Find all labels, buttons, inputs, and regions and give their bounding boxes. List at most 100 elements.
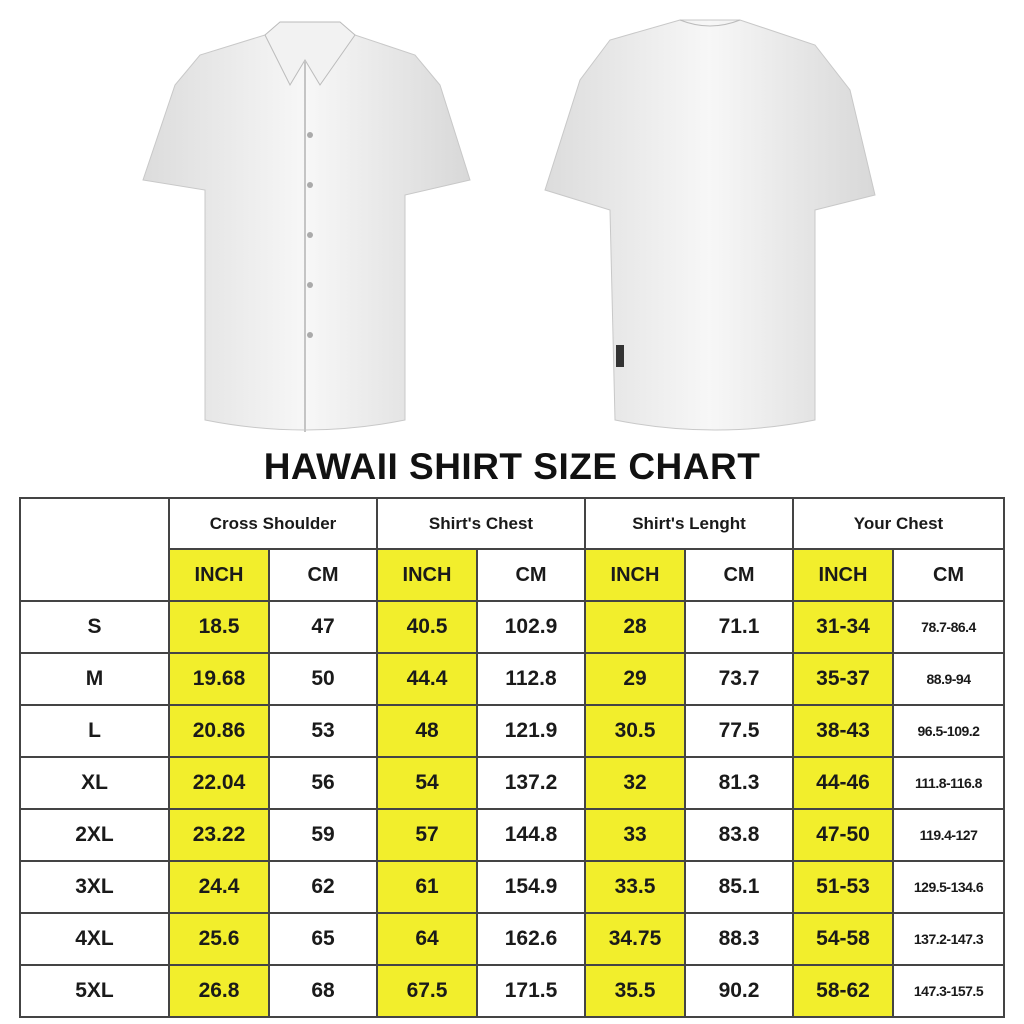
group-cross-shoulder: Cross Shoulder <box>168 497 378 550</box>
inch-value-cell: 24.4 <box>168 860 270 914</box>
cm-value-cell: 88.3 <box>684 912 794 966</box>
inch-value-cell: 44.4 <box>376 652 478 706</box>
unit-cm: CM <box>476 548 586 602</box>
cm-value-cell: 112.8 <box>476 652 586 706</box>
cm-value-cell: 137.2 <box>476 756 586 810</box>
cm-value-cell: 144.8 <box>476 808 586 862</box>
cm-value-cell: 73.7 <box>684 652 794 706</box>
inch-value-cell: 61 <box>376 860 478 914</box>
inch-value-cell: 20.86 <box>168 704 270 758</box>
unit-cm: CM <box>684 548 794 602</box>
inch-value-cell: 44-46 <box>792 756 894 810</box>
inch-value-cell: 23.22 <box>168 808 270 862</box>
inch-value-cell: 67.5 <box>376 964 478 1018</box>
cm-value-cell: 119.4-127 <box>892 808 1005 862</box>
group-shirts-chest: Shirt's Chest <box>376 497 586 550</box>
inch-value-cell: 64 <box>376 912 478 966</box>
inch-value-cell: 32 <box>584 756 686 810</box>
cm-value-cell: 102.9 <box>476 600 586 654</box>
inch-value-cell: 28 <box>584 600 686 654</box>
size-label: 3XL <box>19 860 170 914</box>
cm-value-cell: 90.2 <box>684 964 794 1018</box>
inch-value-cell: 22.04 <box>168 756 270 810</box>
unit-header-row: INCH CM INCH CM INCH CM INCH CM <box>20 548 1005 602</box>
cm-value-cell: 81.3 <box>684 756 794 810</box>
chart-title: HAWAII SHIRT SIZE CHART <box>263 446 761 487</box>
shirt-images <box>142 19 876 432</box>
inch-value-cell: 38-43 <box>792 704 894 758</box>
shirt-front-image <box>142 21 471 432</box>
inch-value-cell: 47-50 <box>792 808 894 862</box>
cm-value-cell: 85.1 <box>684 860 794 914</box>
cm-value-cell: 111.8-116.8 <box>892 756 1005 810</box>
cm-value-cell: 171.5 <box>476 964 586 1018</box>
inch-value-cell: 30.5 <box>584 704 686 758</box>
inch-value-cell: 54 <box>376 756 478 810</box>
cm-value-cell: 62 <box>268 860 378 914</box>
inch-value-cell: 57 <box>376 808 478 862</box>
cm-value-cell: 68 <box>268 964 378 1018</box>
cm-value-cell: 65 <box>268 912 378 966</box>
size-row: L 20.86 53 48 121.9 30.5 77.5 38-43 96.5-109.2 <box>19 704 1005 758</box>
cm-value-cell: 59 <box>268 808 378 862</box>
inch-value-cell: 51-53 <box>792 860 894 914</box>
inch-value-cell: 31-34 <box>792 600 894 654</box>
size-chart-table: Cross Shoulder Shirt's Chest Shirt's Len… <box>19 497 1005 1018</box>
inch-value-cell: 48 <box>376 704 478 758</box>
size-label: L <box>19 704 170 758</box>
size-row: M 19.68 50 44.4 112.8 29 73.7 35-37 88.9-94 <box>19 652 1005 706</box>
cm-value-cell: 162.6 <box>476 912 586 966</box>
cm-value-cell: 154.9 <box>476 860 586 914</box>
shirt-back-image <box>544 19 876 431</box>
cm-value-cell: 147.3-157.5 <box>892 964 1005 1018</box>
inch-value-cell: 33.5 <box>584 860 686 914</box>
size-label: 2XL <box>19 808 170 862</box>
size-row: 4XL 25.6 65 64 162.6 34.75 88.3 54-58 137.2-147.… <box>19 912 1005 966</box>
unit-inch: INCH <box>584 548 686 602</box>
size-label: 4XL <box>19 912 170 966</box>
cm-value-cell: 71.1 <box>684 600 794 654</box>
cm-value-cell: 88.9-94 <box>892 652 1005 706</box>
cm-value-cell: 96.5-109.2 <box>892 704 1005 758</box>
group-header-row: Cross Shoulder Shirt's Chest Shirt's Len… <box>19 497 1005 602</box>
cm-value-cell: 121.9 <box>476 704 586 758</box>
inch-value-cell: 26.8 <box>168 964 270 1018</box>
inch-value-cell: 33 <box>584 808 686 862</box>
size-label: 5XL <box>19 964 170 1018</box>
cm-value-cell: 56 <box>268 756 378 810</box>
cm-value-cell: 47 <box>268 600 378 654</box>
size-row: XL 22.04 56 54 137.2 32 81.3 44-46 111.8-116.8 <box>19 756 1005 810</box>
cm-value-cell: 78.7-86.4 <box>892 600 1005 654</box>
cm-value-cell: 50 <box>268 652 378 706</box>
cm-value-cell: 53 <box>268 704 378 758</box>
size-row: 2XL 23.22 59 57 144.8 33 83.8 47-50 119.4-127 <box>19 808 1005 862</box>
cm-value-cell: 77.5 <box>684 704 794 758</box>
inch-value-cell: 35.5 <box>584 964 686 1018</box>
inch-value-cell: 19.68 <box>168 652 270 706</box>
inch-value-cell: 18.5 <box>168 600 270 654</box>
cm-value-cell: 129.5-134.6 <box>892 860 1005 914</box>
group-shirts-length: Shirt's Lenght <box>584 497 794 550</box>
size-row: 5XL 26.8 68 67.5 171.5 35.5 90.2 58-62 147.3-157… <box>19 964 1005 1018</box>
unit-cm: CM <box>268 548 378 602</box>
size-label: S <box>19 600 170 654</box>
group-your-chest: Your Chest <box>792 497 1005 550</box>
corner-cell <box>19 497 170 602</box>
unit-inch: INCH <box>376 548 478 602</box>
unit-inch: INCH <box>168 548 270 602</box>
size-label: XL <box>19 756 170 810</box>
inch-value-cell: 29 <box>584 652 686 706</box>
unit-cm: CM <box>892 548 1005 602</box>
inch-value-cell: 34.75 <box>584 912 686 966</box>
size-row: 3XL 24.4 62 61 154.9 33.5 85.1 51-53 129.5-134.6 <box>19 860 1005 914</box>
size-row: S 18.5 47 40.5 102.9 28 71.1 31-34 78.7-86.4 <box>19 600 1005 654</box>
cm-value-cell: 83.8 <box>684 808 794 862</box>
inch-value-cell: 58-62 <box>792 964 894 1018</box>
unit-inch: INCH <box>792 548 894 602</box>
inch-value-cell: 25.6 <box>168 912 270 966</box>
size-label: M <box>19 652 170 706</box>
cm-value-cell: 137.2-147.3 <box>892 912 1005 966</box>
inch-value-cell: 54-58 <box>792 912 894 966</box>
inch-value-cell: 40.5 <box>376 600 478 654</box>
inch-value-cell: 35-37 <box>792 652 894 706</box>
